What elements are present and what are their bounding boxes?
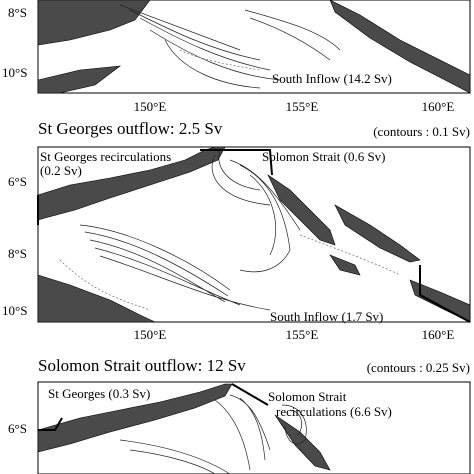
land (37, 65, 122, 94)
contour (281, 404, 307, 445)
annotation: recirculations (6.6 Sv) (276, 404, 392, 419)
contour (179, 49, 261, 71)
y-label: 6°S (8, 174, 27, 189)
contour (211, 149, 271, 206)
land (329, 254, 361, 276)
section-line (38, 383, 269, 431)
y-label: 10°S (2, 65, 27, 80)
map-frame (37, 381, 471, 474)
land (37, 0, 151, 46)
land (37, 274, 156, 323)
contour-note: (contours : 0.1 Sv) (373, 124, 470, 139)
y-label: 8°S (8, 5, 27, 20)
land (267, 174, 336, 246)
panel-3: Solomon Strait outflow: 12 Sv (contours … (8, 356, 471, 474)
panel-title: Solomon Strait outflow: 12 Sv (38, 356, 246, 375)
x-label: 155°E (286, 327, 319, 342)
land (329, 0, 471, 94)
contour (244, 9, 341, 61)
map-frame (37, 0, 471, 94)
annotation: South Inflow (14.2 Sv) (272, 71, 392, 86)
section-line (419, 265, 471, 323)
y-label: 6°S (8, 421, 27, 436)
contour-note: (contours : 0.25 Sv) (367, 360, 470, 375)
y-label: 10°S (2, 303, 27, 318)
panel-title: St Georges outflow: 2.5 Sv (38, 119, 223, 138)
contour (79, 224, 271, 311)
section-line (200, 149, 273, 176)
x-label: 150°E (134, 99, 167, 114)
annotation: St Georges recirculations (40, 149, 171, 164)
x-label: 160°E (422, 327, 455, 342)
x-label: 150°E (134, 327, 167, 342)
y-label: 8°S (8, 246, 27, 261)
panel-2: St Georges outflow: 2.5 Sv (contours : 0… (2, 119, 471, 342)
annotation: Solomon Strait (0.6 Sv) (262, 149, 386, 164)
land (37, 383, 233, 453)
contour (119, 4, 281, 89)
land (37, 146, 226, 221)
land (334, 204, 421, 263)
contour (59, 234, 401, 311)
panel-1: 8°S 10°S South Inflow (14.2 Sv) 150°E 15… (2, 0, 471, 114)
contour (119, 439, 231, 474)
annotation: South Inflow (1.7 Sv) (270, 309, 383, 324)
x-label: 160°E (422, 99, 455, 114)
x-label: 155°E (286, 99, 319, 114)
annotation: (0.2 Sv) (40, 163, 82, 178)
annotation: Solomon Strait (268, 389, 347, 404)
contour (214, 394, 271, 471)
map-frame (37, 146, 471, 323)
contour (229, 159, 301, 273)
annotation: St Georges (0.3 Sv) (48, 386, 150, 401)
